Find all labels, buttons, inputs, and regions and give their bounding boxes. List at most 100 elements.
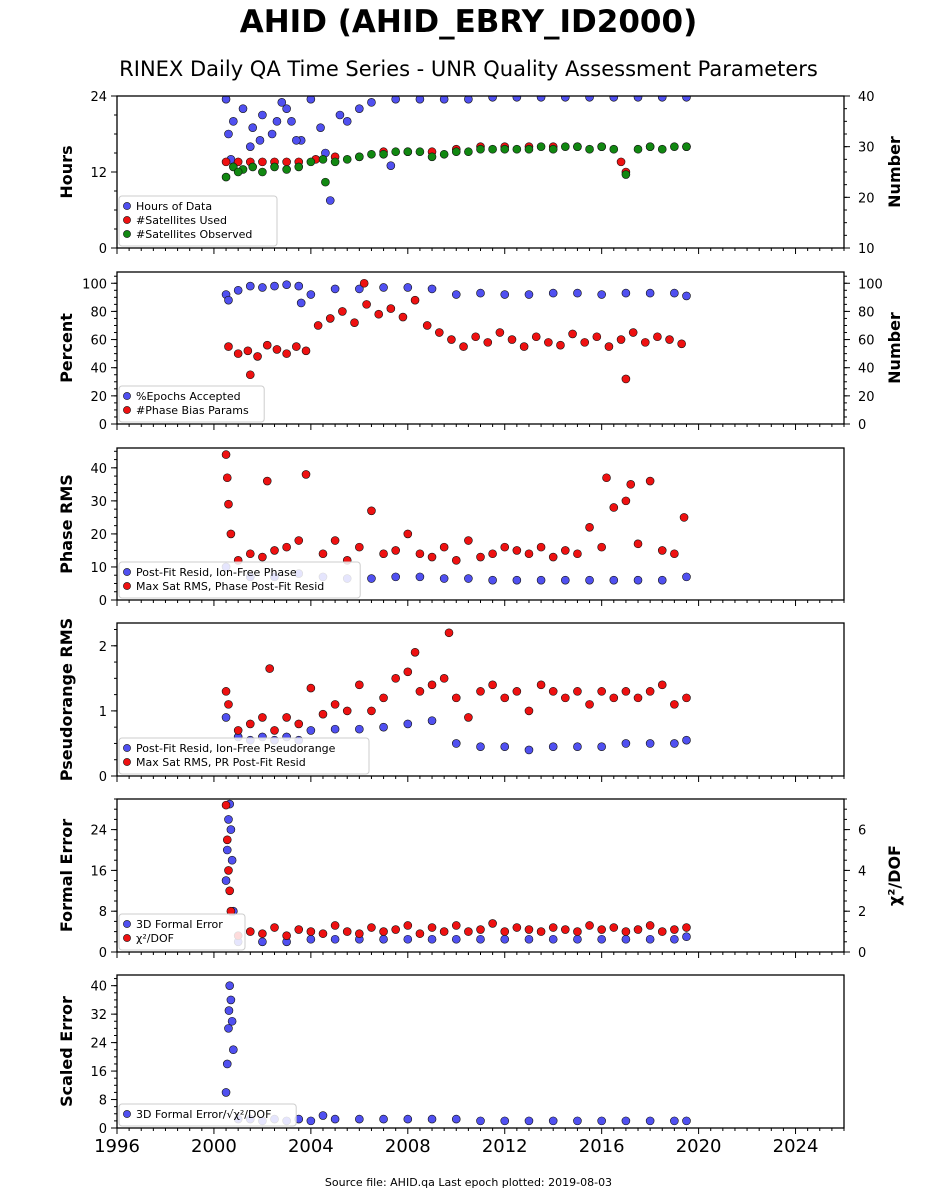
data-point bbox=[282, 280, 291, 289]
data-point bbox=[367, 149, 376, 159]
data-point bbox=[367, 574, 376, 583]
data-point bbox=[640, 338, 650, 347]
data-point bbox=[645, 476, 655, 486]
data-point bbox=[495, 328, 505, 337]
data-point bbox=[597, 687, 606, 696]
data-point bbox=[415, 572, 425, 582]
y-tick-label: 30 bbox=[90, 495, 107, 510]
data-point bbox=[294, 719, 304, 729]
data-point bbox=[621, 496, 631, 506]
data-point bbox=[245, 281, 255, 291]
legend-marker bbox=[123, 230, 131, 238]
data-point bbox=[245, 142, 255, 151]
data-point bbox=[410, 647, 420, 657]
data-point bbox=[621, 288, 631, 298]
data-point bbox=[616, 157, 626, 167]
data-point bbox=[238, 104, 248, 113]
legend-marker bbox=[123, 1110, 131, 1118]
data-point bbox=[258, 157, 267, 167]
data-point bbox=[225, 886, 234, 896]
data-point bbox=[439, 149, 449, 159]
legend-box bbox=[118, 913, 246, 951]
data-point bbox=[597, 290, 606, 299]
data-point bbox=[335, 110, 345, 120]
y-tick-label: 12 bbox=[90, 166, 107, 181]
data-point bbox=[403, 719, 413, 729]
data-point bbox=[682, 142, 691, 151]
y-axis-label: Hours bbox=[57, 145, 76, 198]
data-points bbox=[221, 981, 691, 1126]
data-points bbox=[221, 278, 691, 384]
data-point bbox=[500, 927, 510, 936]
data-point bbox=[657, 575, 667, 585]
data-point bbox=[262, 340, 272, 350]
data-point bbox=[272, 345, 282, 354]
data-point bbox=[657, 96, 667, 102]
data-point bbox=[224, 295, 233, 305]
data-point bbox=[391, 674, 400, 683]
data-point bbox=[224, 499, 233, 509]
data-point bbox=[657, 927, 667, 936]
y2-tick-label: 0 bbox=[858, 418, 866, 433]
data-point bbox=[621, 927, 631, 936]
data-point bbox=[657, 546, 667, 555]
data-point bbox=[464, 96, 473, 104]
data-point bbox=[597, 142, 606, 151]
data-point bbox=[621, 687, 631, 696]
data-point bbox=[476, 742, 485, 752]
data-point bbox=[682, 1116, 691, 1126]
data-point bbox=[338, 307, 347, 316]
data-point bbox=[355, 542, 364, 552]
data-point bbox=[519, 342, 529, 351]
y-tick-label: 24 bbox=[90, 824, 107, 839]
data-point bbox=[355, 152, 364, 162]
data-point bbox=[500, 742, 510, 752]
data-point bbox=[415, 929, 425, 938]
data-point bbox=[439, 674, 449, 683]
y2-tick-label: 6 bbox=[858, 824, 866, 839]
data-point bbox=[561, 575, 570, 585]
data-point bbox=[306, 1116, 316, 1126]
data-point bbox=[585, 523, 594, 532]
data-point bbox=[451, 147, 461, 157]
data-point bbox=[226, 529, 236, 539]
data-point bbox=[229, 1045, 238, 1055]
data-point bbox=[682, 291, 691, 301]
data-point bbox=[488, 680, 497, 690]
data-point bbox=[657, 144, 667, 154]
data-point bbox=[318, 709, 328, 719]
data-point bbox=[585, 144, 594, 154]
data-point bbox=[221, 450, 231, 459]
y-tick-label: 10 bbox=[90, 561, 107, 576]
x-tick-label: 2012 bbox=[482, 1136, 528, 1157]
legend-marker bbox=[123, 202, 131, 210]
data-point bbox=[224, 1024, 233, 1033]
data-point bbox=[597, 934, 606, 944]
data-point bbox=[306, 157, 316, 167]
y-axis-label: Formal Error bbox=[57, 819, 76, 932]
data-point bbox=[682, 693, 691, 703]
data-point bbox=[355, 724, 364, 734]
data-point bbox=[451, 693, 461, 703]
data-point bbox=[626, 480, 636, 489]
data-point bbox=[318, 549, 328, 559]
data-point bbox=[415, 147, 425, 157]
chart-panel-2: 0 20 40 60 80 100 0 20 40 60 80 100 Percent Number %Ep… bbox=[57, 271, 904, 433]
data-point bbox=[222, 845, 232, 855]
data-point bbox=[682, 735, 691, 745]
data-point bbox=[556, 340, 565, 350]
data-point bbox=[573, 288, 582, 298]
data-point bbox=[573, 687, 582, 696]
data-point bbox=[524, 925, 534, 934]
data-point bbox=[379, 934, 388, 944]
data-point bbox=[367, 98, 376, 107]
data-point bbox=[645, 934, 655, 944]
legend-marker bbox=[123, 582, 131, 590]
data-point bbox=[255, 136, 265, 145]
data-point bbox=[221, 687, 231, 696]
data-point bbox=[597, 742, 606, 752]
data-point bbox=[403, 934, 413, 944]
legend-entry: %Epochs Accepted bbox=[136, 390, 241, 403]
data-point bbox=[427, 1114, 437, 1124]
data-point bbox=[464, 713, 473, 722]
